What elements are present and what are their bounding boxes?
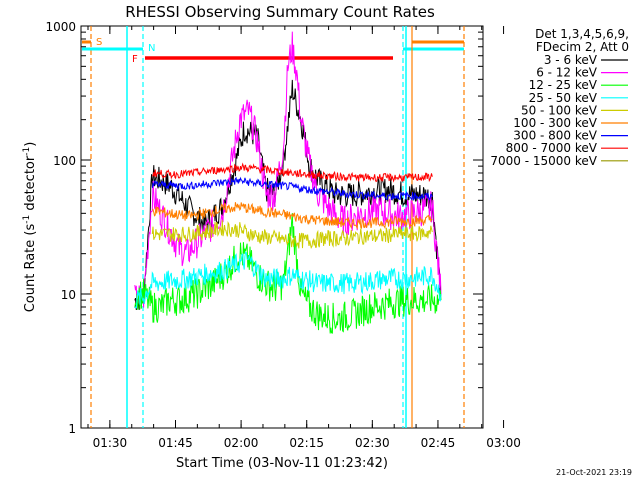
chart-title: RHESSI Observing Summary Count Rates <box>125 3 435 21</box>
legend-item-label: 6 - 12 keV <box>536 66 598 80</box>
x-tick-label: 02:30 <box>355 436 390 450</box>
series-layer <box>134 31 442 334</box>
y-axis-label-part1: Count Rate (s <box>23 224 38 313</box>
series-line-25-50keV <box>134 251 442 309</box>
legend-item-label: 800 - 7000 keV <box>506 141 598 155</box>
y-axis-label-sup2: -1 <box>22 147 32 156</box>
plot-frame <box>80 25 484 429</box>
x-tick-label: 01:30 <box>93 436 128 450</box>
y-tick-label: 100 <box>53 154 76 168</box>
y-axis-label-part2: detector <box>23 155 38 215</box>
series-line-800-7000keV <box>152 162 433 183</box>
flare-flag-label: F <box>132 54 138 65</box>
x-axis-label: Start Time (03-Nov-11 01:23:42) <box>176 456 388 471</box>
legend-header-line2: FDecim 2, Att 0 <box>536 40 629 54</box>
legend-item-label: 12 - 25 keV <box>529 78 598 92</box>
y-axis-label-sup1: -1 <box>22 215 32 224</box>
y-tick-label: 10 <box>61 288 76 302</box>
legend-item-label: 3 - 6 keV <box>544 53 598 67</box>
saa-flag-label: S <box>96 37 102 48</box>
x-tick-label: 02:00 <box>224 436 259 450</box>
legend: Det 1,3,4,5,6,9, FDecim 2, Att 0 3 - 6 k… <box>490 27 629 168</box>
axis-ticks <box>81 25 505 429</box>
y-tick-labels: 1 10 100 1000 <box>45 20 76 436</box>
series-line-3-6keV <box>134 79 442 310</box>
x-tick-label: 02:15 <box>289 436 324 450</box>
x-tick-label: 03:00 <box>486 436 521 450</box>
legend-item-label: 100 - 300 keV <box>513 116 597 130</box>
legend-item-label: 50 - 100 keV <box>521 103 598 117</box>
x-tick-label: 01:45 <box>158 436 193 450</box>
y-tick-label: 1000 <box>45 20 76 34</box>
x-tick-labels: 01:30 01:45 02:00 02:15 02:30 02:45 03:00 <box>93 436 521 450</box>
series-line-300-800keV <box>151 176 433 202</box>
series-line-100-300keV <box>152 202 433 230</box>
y-axis-label-part3: ) <box>23 142 38 147</box>
y-axis-label: Count Rate (s-1 detector-1) <box>22 142 38 313</box>
y-tick-label: 1 <box>68 422 76 436</box>
series-line-6-12keV <box>134 31 442 309</box>
x-tick-label: 02:45 <box>421 436 456 450</box>
night-flag-label: N <box>148 43 155 54</box>
plot-area: S N F <box>80 25 505 429</box>
legend-item-label: 300 - 800 keV <box>513 129 597 143</box>
legend-header-line1: Det 1,3,4,5,6,9, <box>535 27 629 41</box>
legend-item-label: 7000 - 15000 keV <box>490 154 597 168</box>
series-line-50-100keV <box>151 220 433 250</box>
legend-item-label: 25 - 50 keV <box>529 91 598 105</box>
timestamp: 21-Oct-2021 23:19 <box>556 468 632 477</box>
